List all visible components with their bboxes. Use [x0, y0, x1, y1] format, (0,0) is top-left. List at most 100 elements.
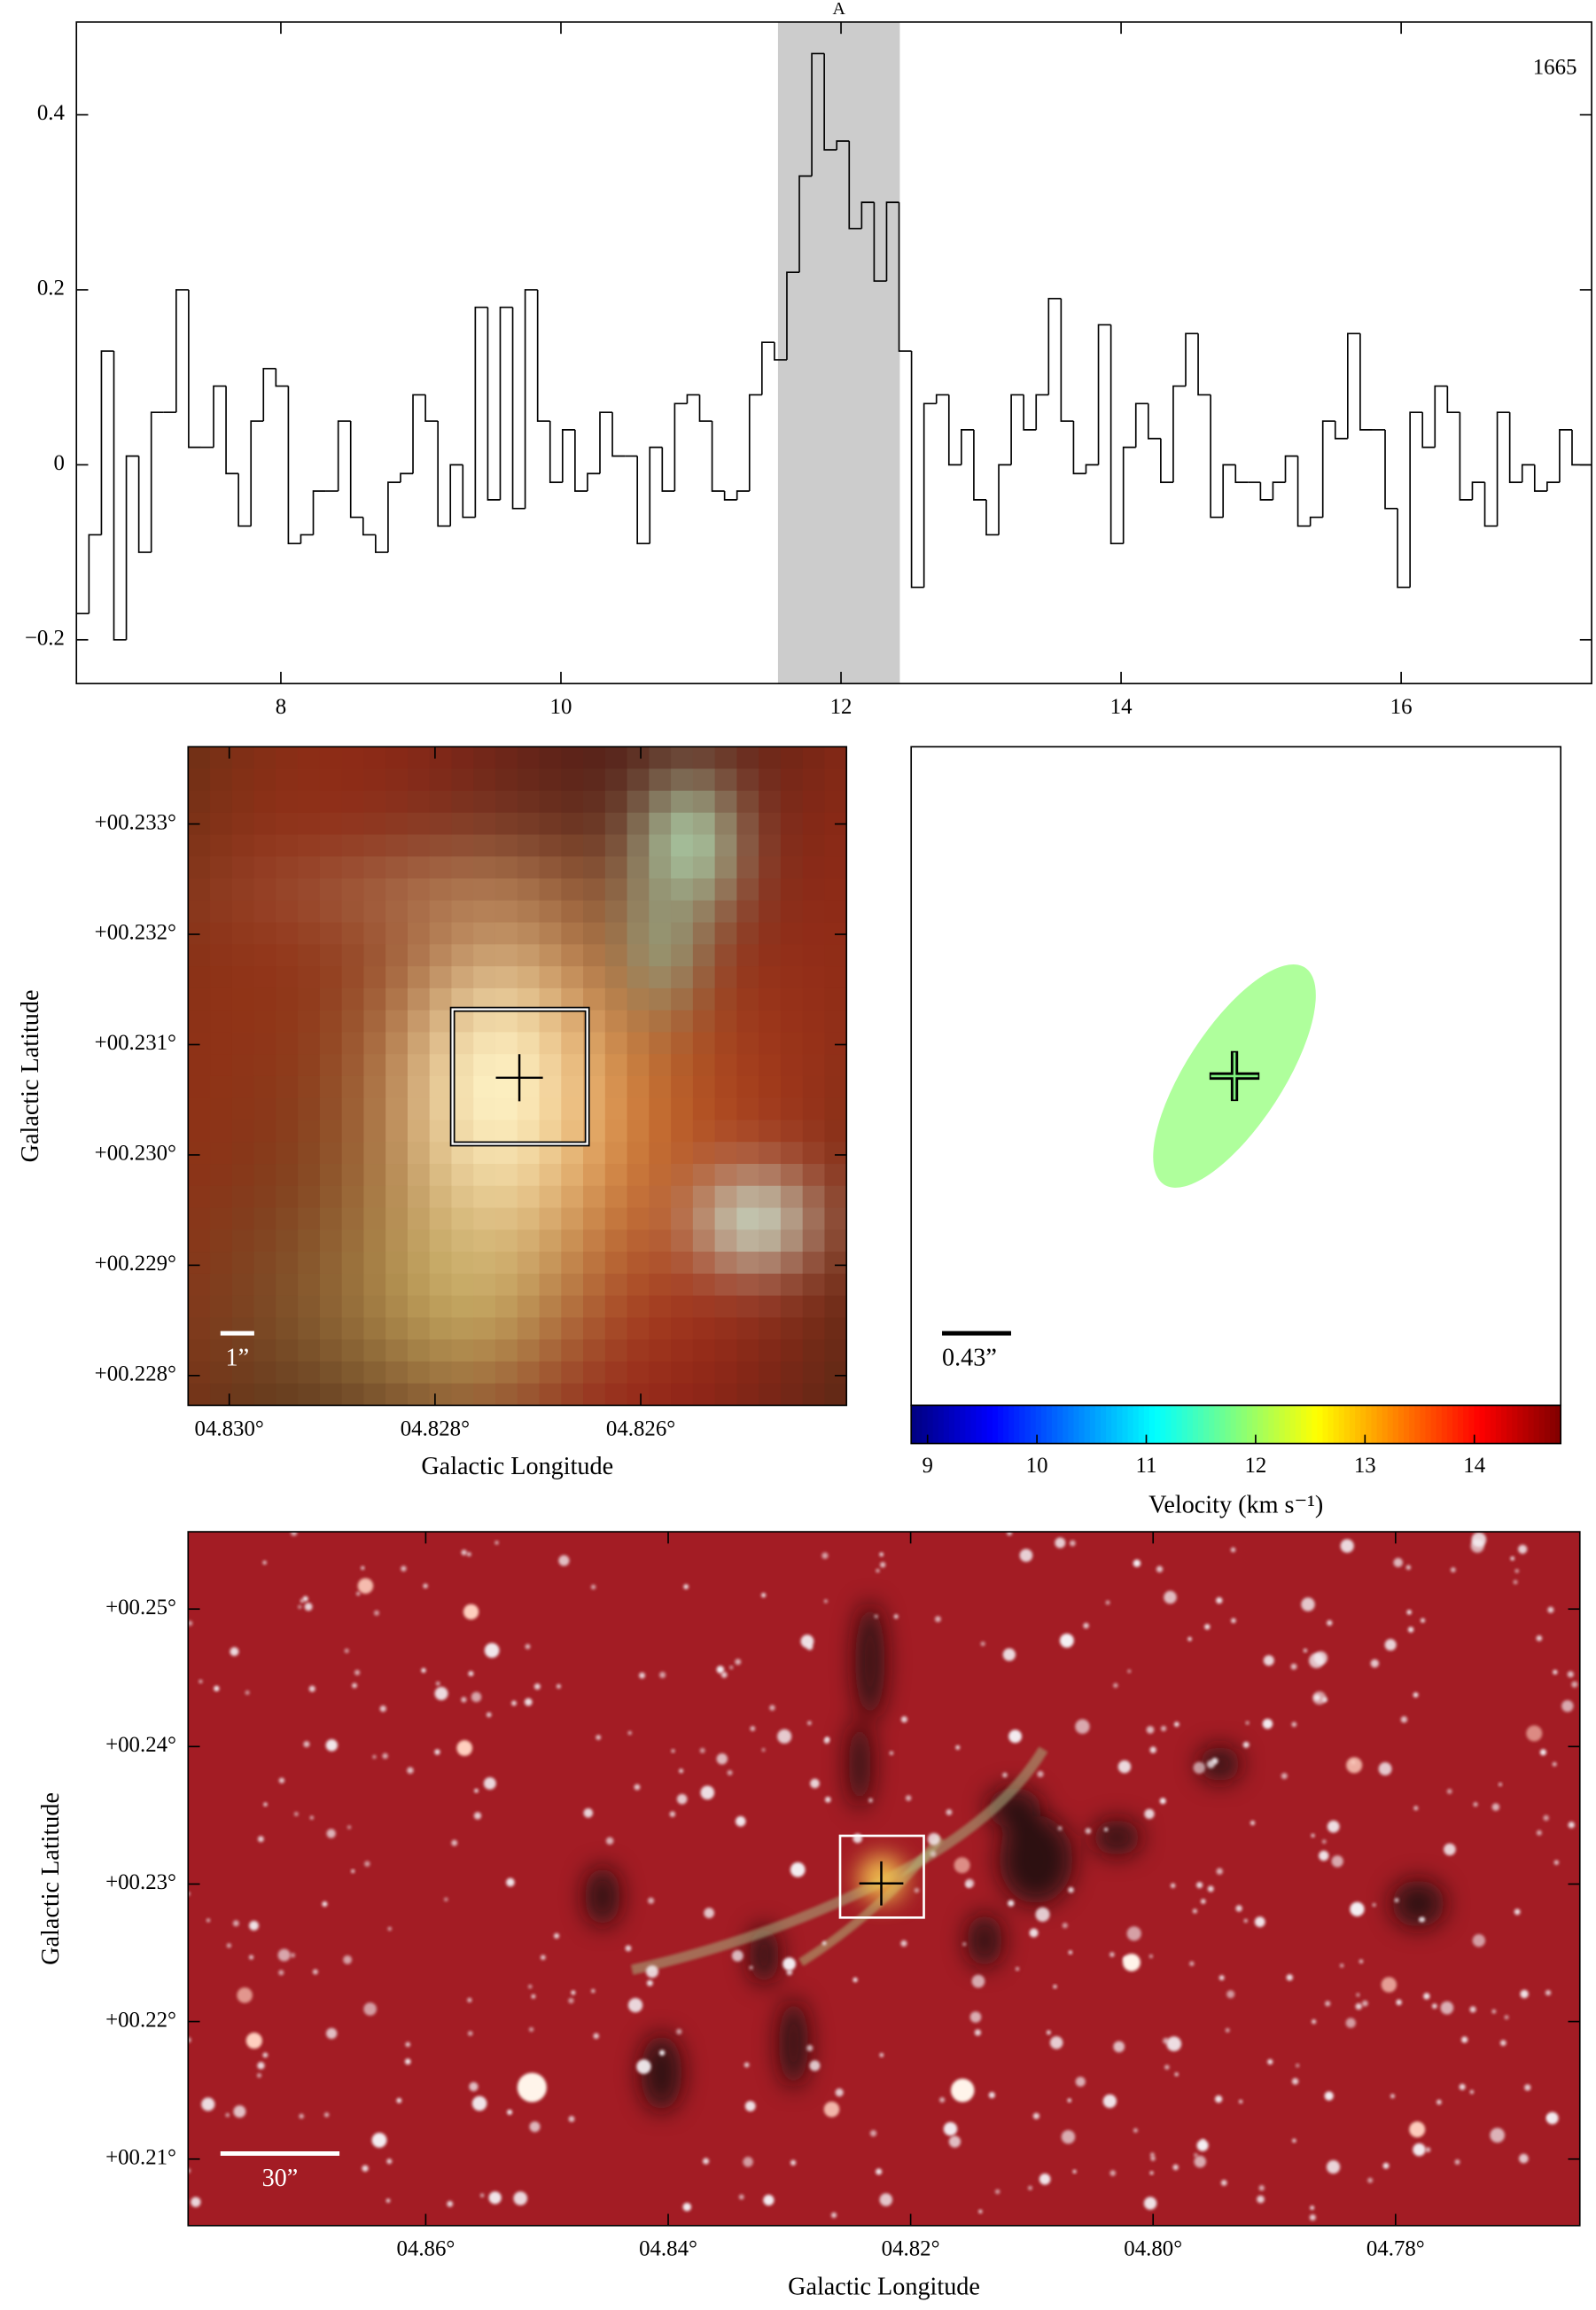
star: [1149, 1746, 1156, 1753]
pixel: [604, 834, 628, 857]
pixel: [649, 769, 672, 792]
pixel: [407, 1273, 431, 1297]
star: [835, 2088, 844, 2097]
pixel: [759, 1295, 782, 1318]
pixel: [671, 1164, 694, 1187]
pixel: [714, 856, 737, 879]
star: [1189, 1961, 1195, 1966]
pixel: [692, 812, 716, 836]
spectrum-step: [137, 456, 152, 553]
star: [245, 2033, 262, 2049]
star: [1113, 2041, 1125, 2053]
star: [1072, 2169, 1077, 2173]
pixel: [298, 987, 321, 1011]
pixel: [407, 812, 431, 836]
pixel: [451, 812, 474, 836]
pixel: [385, 812, 409, 836]
y-tick-label: +00.229°: [95, 1252, 176, 1276]
pixel: [451, 769, 474, 792]
colorbar-segment: [1446, 1405, 1453, 1444]
pixel: [759, 1361, 782, 1385]
star: [823, 1599, 828, 1604]
spectrum-step: [437, 421, 451, 527]
colorbar-segment: [1214, 1405, 1221, 1444]
pixel: [385, 1120, 409, 1143]
pixel: [517, 1361, 541, 1385]
pixel: [319, 1032, 343, 1055]
pixel: [231, 834, 255, 857]
star: [683, 1584, 689, 1589]
pixel: [341, 1164, 364, 1187]
star: [463, 1604, 479, 1620]
pixel: [319, 1075, 343, 1099]
star: [467, 2031, 473, 2036]
spectrum-step: [1471, 481, 1485, 500]
pixel: [604, 922, 628, 945]
colorbar-segment: [911, 1405, 917, 1444]
colorbar-segment: [1349, 1405, 1356, 1444]
star: [914, 1887, 920, 1893]
spectrum-step: [1147, 403, 1161, 440]
pixel: [627, 944, 650, 967]
colorbar-label: Velocity (km s⁻¹): [1148, 1491, 1323, 1518]
pixel: [363, 944, 386, 967]
star: [1281, 1773, 1288, 1780]
spectrum-step: [511, 307, 526, 510]
pixel: [385, 1185, 409, 1209]
x-tick-label: 04.830°: [195, 1416, 264, 1440]
pixel: [429, 790, 452, 814]
star: [590, 1584, 596, 1590]
pixel: [714, 1229, 737, 1253]
pixel: [298, 1252, 321, 1275]
pixel: [539, 856, 562, 879]
pixel: [319, 1361, 343, 1385]
x-tick-label: 04.84°: [639, 2237, 697, 2261]
star: [879, 2053, 884, 2057]
pixel: [692, 878, 716, 901]
pixel: [473, 1361, 496, 1385]
pixel: [780, 1010, 804, 1033]
star: [304, 1603, 313, 1612]
pixel: [253, 1273, 276, 1297]
pixel: [539, 900, 562, 924]
star: [1037, 1770, 1044, 1778]
pixel: [298, 856, 321, 879]
star: [1257, 2195, 1265, 2204]
pixel: [494, 1317, 518, 1340]
pixel: [473, 1075, 496, 1099]
star: [1150, 2156, 1156, 2161]
pixel: [604, 878, 628, 901]
pixel: [298, 1032, 321, 1055]
pixel: [210, 790, 233, 814]
maser-marker: [495, 1054, 543, 1102]
star: [1413, 1692, 1419, 1698]
colorbar-segment: [916, 1405, 923, 1444]
pixel: [494, 790, 518, 814]
pixel: [604, 900, 628, 924]
pixel: [671, 1054, 694, 1077]
spectrum-step: [661, 447, 675, 492]
pixel: [539, 769, 562, 792]
pixel: [780, 856, 804, 879]
pixel: [210, 944, 233, 967]
spectrum-step: [1047, 297, 1062, 395]
pixel: [759, 1252, 782, 1275]
spectrum-step: [1321, 420, 1335, 518]
pixel: [363, 1229, 386, 1253]
pixel: [429, 1032, 452, 1055]
pixel: [759, 987, 782, 1011]
pixel: [736, 1075, 759, 1099]
spectrum-step: [1296, 456, 1311, 527]
pixel: [714, 922, 737, 945]
pixel: [824, 769, 847, 792]
pixel: [407, 1252, 431, 1275]
pixel: [802, 1075, 825, 1099]
spectrum-step: [113, 351, 127, 641]
pixel: [692, 987, 716, 1011]
colorbar-segment: [1008, 1405, 1015, 1444]
bright-star: [1123, 1953, 1141, 1971]
pixel: [231, 1010, 255, 1033]
pixel: [604, 1075, 628, 1099]
pixel: [539, 834, 562, 857]
region-box-inner: [451, 1008, 588, 1145]
